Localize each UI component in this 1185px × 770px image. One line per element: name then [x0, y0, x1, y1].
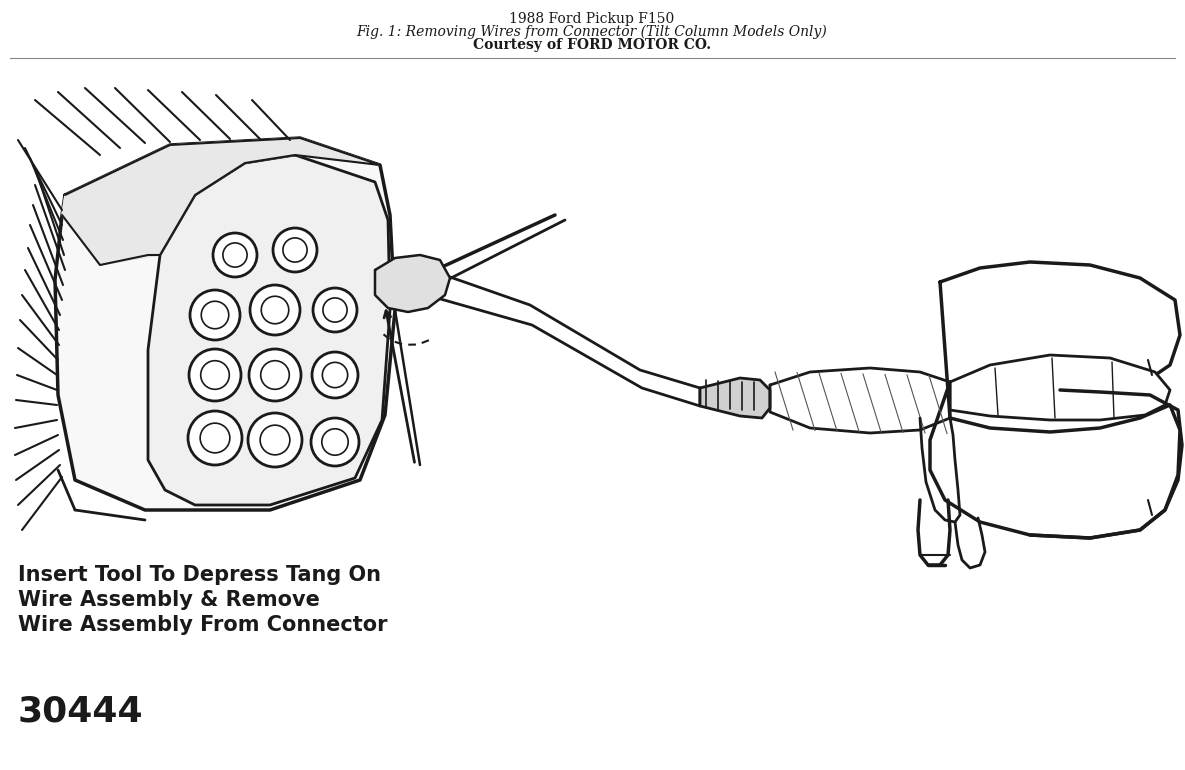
Circle shape [313, 288, 357, 332]
Circle shape [190, 290, 241, 340]
Polygon shape [62, 138, 380, 265]
Circle shape [213, 233, 257, 277]
Polygon shape [700, 378, 770, 418]
Polygon shape [62, 138, 380, 265]
Circle shape [188, 349, 241, 401]
Polygon shape [148, 155, 390, 505]
Circle shape [249, 349, 301, 401]
Circle shape [310, 418, 359, 466]
Circle shape [312, 352, 358, 398]
Text: Insert Tool To Depress Tang On: Insert Tool To Depress Tang On [18, 565, 382, 585]
Polygon shape [374, 255, 450, 312]
Text: Wire Assembly & Remove: Wire Assembly & Remove [18, 590, 320, 610]
Text: Courtesy of FORD MOTOR CO.: Courtesy of FORD MOTOR CO. [473, 38, 711, 52]
Text: Fig. 1: Removing Wires from Connector (Tilt Column Models Only): Fig. 1: Removing Wires from Connector (T… [357, 25, 827, 39]
Polygon shape [390, 270, 700, 406]
Polygon shape [950, 355, 1170, 420]
Polygon shape [55, 138, 395, 510]
Polygon shape [930, 262, 1180, 538]
Circle shape [250, 285, 300, 335]
Circle shape [248, 413, 302, 467]
Circle shape [273, 228, 318, 272]
Polygon shape [770, 368, 950, 433]
Text: 30444: 30444 [18, 695, 143, 729]
Circle shape [188, 411, 242, 465]
Text: 1988 Ford Pickup F150: 1988 Ford Pickup F150 [510, 12, 674, 26]
Text: Wire Assembly From Connector: Wire Assembly From Connector [18, 615, 387, 635]
